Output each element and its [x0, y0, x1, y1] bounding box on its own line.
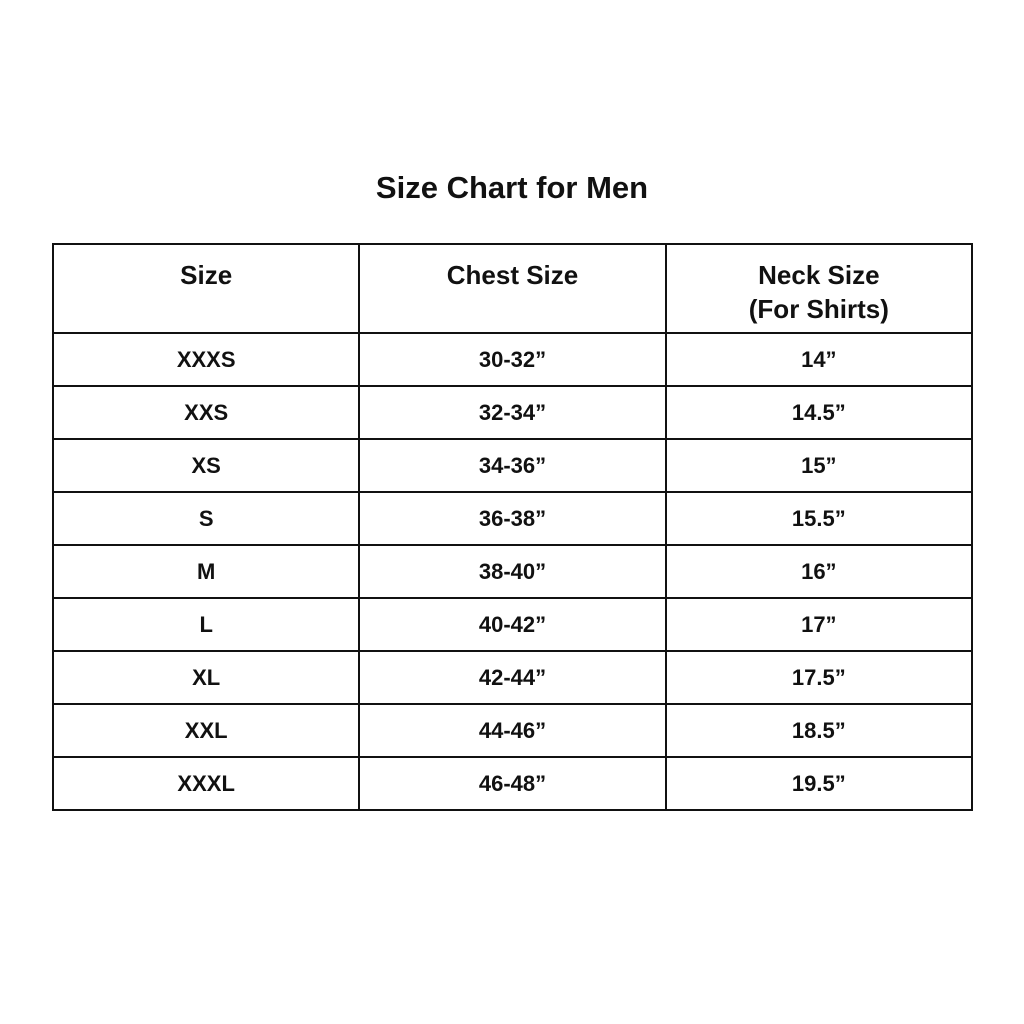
cell-chest: 32-34”: [358, 385, 667, 440]
header-chest-label: Chest Size: [446, 260, 579, 290]
cell-chest: 44-46”: [358, 703, 667, 758]
cell-chest: 36-38”: [358, 491, 667, 546]
cell-neck: 17.5”: [664, 650, 974, 705]
header-size-label: Size: [180, 260, 233, 290]
cell-size: XXL: [51, 703, 361, 758]
cell-neck: 14.5”: [664, 385, 974, 440]
cell-neck: 15.5”: [664, 491, 974, 546]
cell-size: XXS: [51, 385, 361, 440]
header-chest: Chest Size: [358, 243, 667, 334]
cell-size: S: [51, 491, 361, 546]
cell-neck: 17”: [664, 597, 974, 652]
cell-size: M: [51, 544, 361, 599]
cell-size: XS: [51, 438, 361, 493]
header-neck-label: Neck Size: [758, 260, 880, 290]
cell-size: XXXL: [51, 756, 361, 811]
header-neck-sublabel: (For Shirts): [748, 294, 889, 324]
table-row: S 36-38” 15.5”: [51, 491, 974, 546]
table-row: XL 42-44” 17.5”: [51, 650, 974, 705]
header-size: Size: [51, 243, 361, 334]
header-neck: Neck Size (For Shirts): [664, 243, 974, 334]
cell-neck: 19.5”: [664, 756, 974, 811]
table-row: XXS 32-34” 14.5”: [51, 385, 974, 440]
size-chart-table: Size Chest Size Neck Size (For Shirts) X…: [51, 243, 974, 811]
cell-neck: 18.5”: [664, 703, 974, 758]
cell-neck: 16”: [664, 544, 974, 599]
cell-chest: 40-42”: [358, 597, 667, 652]
cell-chest: 38-40”: [358, 544, 667, 599]
cell-size: XL: [51, 650, 361, 705]
cell-chest: 34-36”: [358, 438, 667, 493]
cell-neck: 14”: [664, 332, 974, 387]
cell-neck: 15”: [664, 438, 974, 493]
cell-chest: 30-32”: [358, 332, 667, 387]
table-row: XXXL 46-48” 19.5”: [51, 756, 974, 811]
table-row: XS 34-36” 15”: [51, 438, 974, 493]
table-row: XXXS 30-32” 14”: [51, 332, 974, 387]
table-body: XXXS 30-32” 14” XXS 32-34” 14.5” XS 34-36” 15” S 3…: [51, 332, 974, 811]
cell-chest: 46-48”: [358, 756, 667, 811]
table-row: M 38-40” 16”: [51, 544, 974, 599]
header-row: Size Chest Size Neck Size (For Shirts): [51, 243, 974, 334]
table-row: L 40-42” 17”: [51, 597, 974, 652]
cell-size: XXXS: [51, 332, 361, 387]
cell-chest: 42-44”: [358, 650, 667, 705]
cell-size: L: [51, 597, 361, 652]
page-title: Size Chart for Men: [375, 170, 649, 205]
table-row: XXL 44-46” 18.5”: [51, 703, 974, 758]
